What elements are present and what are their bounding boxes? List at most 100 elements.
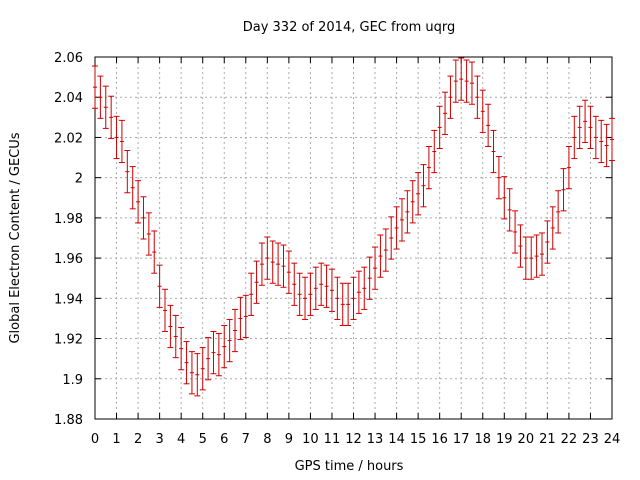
data-point	[442, 91, 449, 135]
data-point	[275, 242, 282, 286]
data-point	[544, 220, 551, 264]
data-point	[404, 190, 411, 234]
data-point	[307, 272, 314, 316]
x-tick-label: 14	[388, 432, 405, 447]
data-point	[355, 270, 362, 314]
data-point	[420, 164, 427, 208]
grid-lines	[95, 57, 612, 419]
y-tick-label: 2.04	[54, 91, 83, 106]
data-point	[242, 294, 249, 339]
data-point	[415, 172, 422, 216]
data-point	[108, 95, 115, 139]
data-point	[468, 61, 475, 105]
data-point	[269, 240, 276, 284]
data-point	[447, 75, 454, 119]
x-tick-label: 6	[220, 432, 228, 447]
data-point	[135, 180, 142, 224]
data-point	[512, 210, 519, 254]
axis-ticks	[94, 56, 613, 420]
chart-title: Day 332 of 2014, GEC from uqrg	[243, 20, 456, 35]
data-point	[463, 59, 470, 103]
data-point	[188, 351, 195, 395]
data-point	[113, 115, 120, 160]
data-point	[221, 324, 228, 369]
x-tick-label: 13	[367, 432, 384, 447]
x-tick-label: 9	[285, 432, 293, 447]
data-point	[178, 326, 185, 371]
data-point	[302, 276, 309, 320]
y-tick-label: 2.06	[54, 51, 83, 66]
data-point	[194, 353, 201, 397]
data-point	[339, 282, 346, 326]
data-point	[118, 119, 125, 164]
y-axis-label: Global Electron Content / GECUs	[8, 132, 23, 343]
data-point	[264, 236, 271, 280]
y-tick-label: 1.96	[54, 252, 83, 267]
data-point	[452, 59, 459, 103]
data-point	[232, 308, 239, 353]
x-tick-label: 23	[582, 432, 599, 447]
data-point	[382, 228, 389, 272]
data-point	[582, 99, 589, 143]
data-point	[565, 145, 572, 190]
data-point	[490, 129, 497, 174]
data-point	[609, 117, 615, 162]
data-point	[215, 333, 222, 377]
data-point	[151, 230, 158, 274]
data-point	[598, 119, 605, 164]
data-point	[296, 272, 303, 316]
x-tick-label: 19	[496, 432, 513, 447]
data-point	[587, 105, 594, 150]
data-point	[528, 236, 535, 280]
data-point	[92, 65, 98, 109]
data-point	[603, 123, 610, 168]
x-tick-label: 7	[242, 432, 250, 447]
data-point	[377, 234, 384, 278]
data-point	[253, 260, 260, 304]
data-point	[366, 256, 373, 300]
data-series	[92, 57, 615, 397]
data-point	[124, 150, 131, 194]
x-axis-label: GPS time / hours	[295, 459, 404, 474]
data-point	[485, 103, 492, 147]
data-point	[140, 196, 147, 240]
data-point	[167, 304, 174, 349]
data-point	[409, 180, 416, 224]
data-point	[361, 266, 368, 310]
data-point	[571, 115, 578, 160]
x-tick-label: 1	[112, 432, 120, 447]
x-tick-label: 11	[324, 432, 341, 447]
y-tick-label: 2.02	[54, 131, 83, 146]
data-point	[183, 341, 190, 385]
x-tick-label: 22	[561, 432, 578, 447]
data-point	[506, 188, 513, 232]
data-point	[425, 145, 432, 190]
y-tick-label: 2	[75, 172, 83, 187]
data-point	[501, 176, 508, 220]
y-tick-labels: 1.88 1.9 1.92 1.94 1.96 1.98 2 2.02 2.04 2.06	[54, 51, 83, 428]
x-tick-label: 10	[302, 432, 319, 447]
x-tick-label: 8	[263, 432, 271, 447]
data-point	[334, 276, 341, 320]
data-point	[285, 250, 292, 294]
data-point	[495, 156, 502, 200]
data-point	[431, 129, 438, 174]
data-point	[156, 264, 163, 308]
data-point	[393, 206, 400, 250]
data-point	[372, 246, 379, 290]
data-point	[318, 262, 325, 306]
x-tick-label: 15	[410, 432, 427, 447]
x-tick-label: 18	[474, 432, 491, 447]
x-tick-label: 0	[91, 432, 99, 447]
data-point	[291, 262, 298, 306]
data-point	[199, 347, 206, 391]
data-point	[129, 166, 136, 210]
y-tick-label: 1.88	[54, 413, 83, 428]
data-point	[533, 234, 540, 278]
data-point	[172, 314, 179, 359]
x-tick-label: 16	[431, 432, 448, 447]
x-tick-label: 4	[177, 432, 185, 447]
y-tick-label: 1.92	[54, 333, 83, 348]
x-tick-label: 20	[518, 432, 535, 447]
